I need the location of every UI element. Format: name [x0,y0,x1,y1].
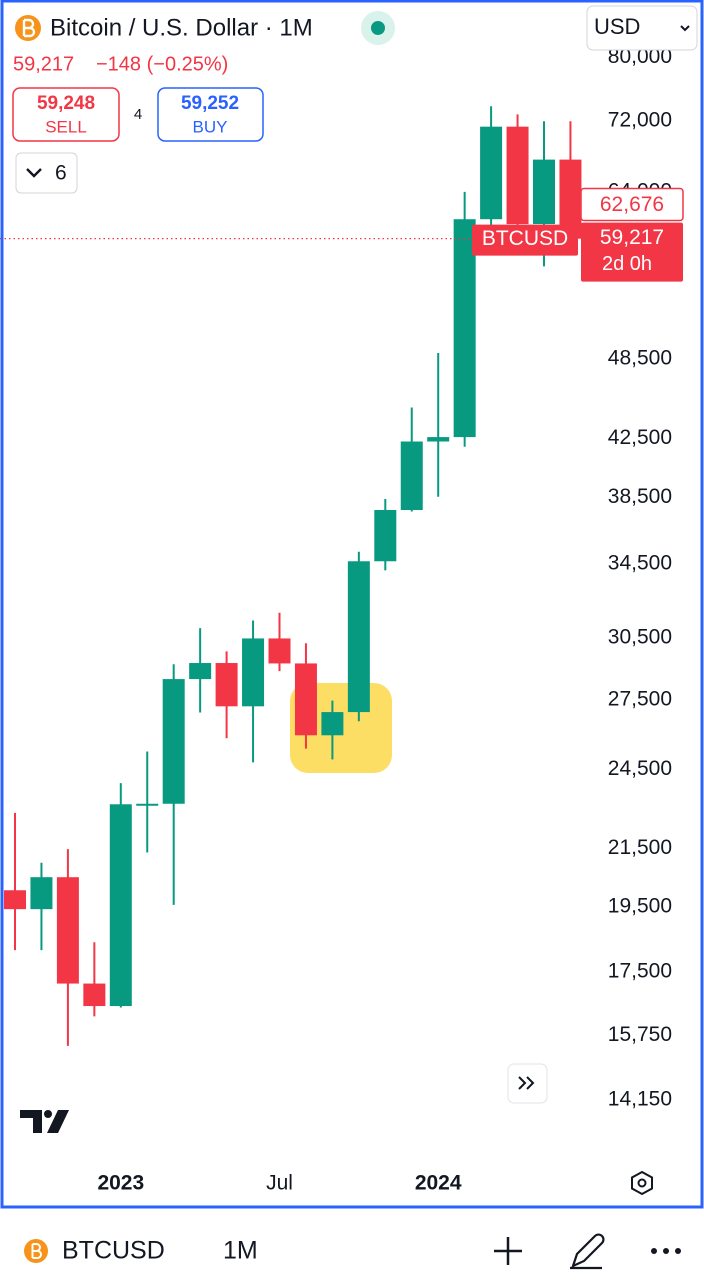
candle-body [347,561,370,713]
buy-price: 59,252 [181,93,239,114]
y-tick-label: 30,500 [608,625,672,648]
indicator-count: 6 [55,162,67,185]
logo-dot [44,1110,52,1118]
countdown: 2d 0h [602,253,652,275]
logo-v [47,1110,69,1133]
y-tick-label: 34,500 [608,551,672,574]
y-tick-label: 80,000 [608,45,672,68]
symbol-title: Bitcoin / U.S. Dollar · 1M [50,14,313,41]
candle-body [30,877,53,910]
candle-body [294,663,317,736]
y-tick-label: 38,500 [608,485,672,508]
candle-body [162,679,185,804]
frame [0,0,704,1209]
candle-body [56,877,79,984]
settings-icon[interactable] [631,1170,653,1196]
y-tick-label: 42,500 [608,426,672,449]
candle-body [480,126,503,220]
candle-body [533,159,555,225]
footer-symbol[interactable]: BTCUSD [62,1237,165,1265]
buy-label: BUY [193,117,228,136]
double-chevron [518,1076,535,1090]
chart-area: 80,00072,00064,00048,50042,50038,50034,5… [0,45,684,1195]
price-change: −148 (−0.25%) [96,53,228,75]
y-tick-label: 17,500 [608,960,672,983]
more-dot[interactable] [651,1248,657,1254]
chevron [26,168,42,178]
candle-body [83,983,106,1007]
candle-body [427,437,450,442]
candle-body [321,712,344,736]
candle-body [453,219,476,438]
y-tick-label: 14,150 [608,1087,672,1110]
add-icon[interactable] [494,1237,522,1265]
more-dot [675,1248,681,1254]
y-tick-label: 15,750 [608,1023,672,1046]
x-tick-label: 2024 [415,1172,462,1195]
currency: USD [594,14,640,39]
y-tick-label: 21,500 [608,836,672,859]
series-label: BTCUSD [482,227,568,250]
footer-interval[interactable]: 1M [223,1237,258,1265]
draw-icon[interactable] [570,1233,605,1270]
series-label-box [472,224,578,256]
x-tick-label: 2023 [97,1172,144,1195]
candle-body [215,663,238,707]
last-price-box [581,222,683,282]
x-tick-label: Jul [266,1172,293,1195]
spread: 4 [134,106,142,123]
more-dot [663,1248,669,1254]
indicators-toggle[interactable] [15,152,78,194]
buy-button[interactable] [157,87,264,142]
sell-label: SELL [45,117,87,136]
logo-t [20,1110,42,1133]
candle-body [268,638,291,664]
candle-body [374,510,397,562]
status-dot [371,21,385,35]
candle-body [559,159,582,239]
settings-center [637,1178,647,1188]
price-axis: 80,00072,00064,00048,50042,50038,50034,5… [608,45,672,1110]
y-tick-label: 24,500 [608,757,672,780]
last-price-label: 59,217 [600,226,664,249]
last-price: 59,217 [13,53,74,75]
sell-price: 59,248 [37,93,95,114]
y-tick-label: 48,500 [608,346,672,369]
currency-select[interactable] [586,5,698,51]
marker-label: 62,676 [600,193,664,216]
candle-body [189,663,212,680]
scroll-right-button[interactable] [507,1063,548,1104]
sell-button[interactable] [12,87,120,142]
candle-body [4,890,26,910]
candle-body [136,803,159,806]
candle-body [242,638,265,707]
y-tick-label: 72,000 [608,109,672,132]
candle-body [109,804,132,1007]
coin-glyph [31,1243,42,1259]
y-tick-label: 19,500 [608,895,672,918]
dropdown-arrow [680,25,690,32]
candle-body [506,126,529,225]
coin-glyph [22,18,36,38]
marker-label-box [580,187,684,222]
y-tick-label: 27,500 [608,688,672,711]
candle-body [400,441,423,511]
